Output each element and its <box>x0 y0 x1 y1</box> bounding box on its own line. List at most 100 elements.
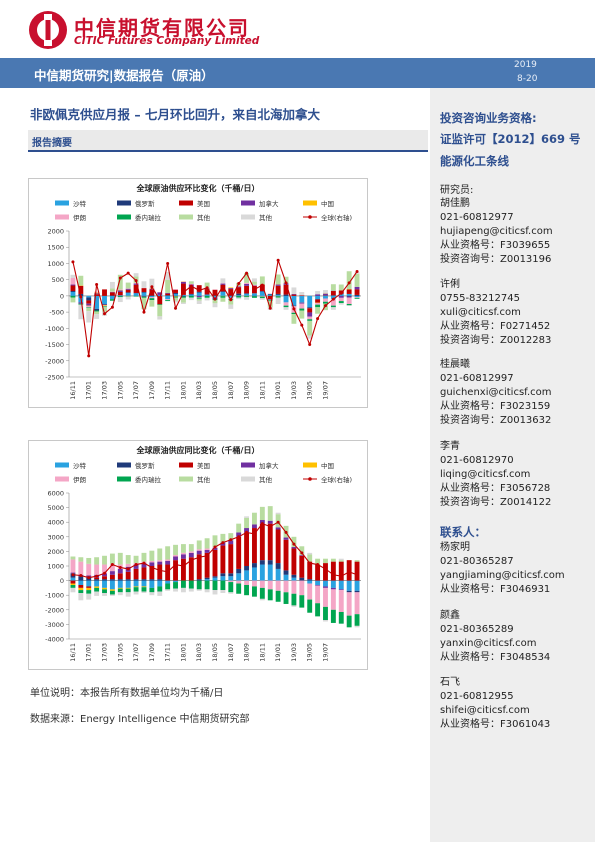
bar-segment <box>117 295 123 296</box>
bar-segment <box>86 297 92 301</box>
bar-segment <box>78 557 84 562</box>
bar-segment <box>323 586 328 588</box>
researcher-email: guichenxi@citicsf.com <box>440 387 552 398</box>
legend-label: 委内瑞拉 <box>135 213 162 222</box>
bar-segment <box>180 580 186 588</box>
bar-segment <box>141 292 147 296</box>
researcher-name: 许俐 <box>440 279 460 290</box>
x-tick-label: 17/07 <box>132 381 140 400</box>
bar-segment <box>133 580 139 587</box>
bar-segment <box>291 293 297 295</box>
bar-segment <box>291 314 297 324</box>
bar-segment <box>204 295 210 298</box>
legend-label: 其他 <box>259 475 273 484</box>
bar-segment <box>315 603 321 617</box>
global-point <box>126 567 130 571</box>
bar-segment <box>291 580 297 594</box>
bar-segment <box>180 294 186 296</box>
bar-segment <box>173 289 178 293</box>
bar-segment <box>102 555 107 565</box>
global-point <box>229 298 233 302</box>
chart-title: 全球原油供应环比变化（千桶/日） <box>136 183 260 193</box>
bar-segment <box>196 550 202 555</box>
bar-segment <box>220 291 226 292</box>
chart-yoy-supply-change: 全球原油供应同比变化（千桶/日） 沙特 俄罗斯 美国 加拿大 中国 伊朗 委内瑞拉 其他 其他 全球… <box>28 440 368 670</box>
bar-segment <box>330 307 336 310</box>
contact-name: 颜鑫 <box>440 610 460 621</box>
bar-segment <box>354 580 360 591</box>
bar-segment <box>109 574 115 580</box>
contact-phone: 021-80365287 <box>440 556 514 567</box>
legend-swatch <box>179 476 193 482</box>
bar-segment <box>307 295 313 308</box>
y-tick-label: 2000 <box>47 548 64 556</box>
researcher-phone: 021-60812970 <box>440 455 514 466</box>
bar-segment <box>275 512 281 515</box>
x-tick-label: 18/01 <box>179 643 187 662</box>
bar-segment <box>109 590 115 595</box>
bar-segment <box>70 297 76 303</box>
bar-segment <box>165 589 171 591</box>
bar-segment <box>259 291 265 296</box>
bar-segment <box>133 283 139 285</box>
legend-swatch <box>117 462 131 468</box>
bar-segment <box>133 568 139 580</box>
global-point <box>323 567 327 571</box>
x-tick-label: 18/05 <box>211 381 219 400</box>
bar-segment <box>94 292 100 294</box>
bar-segment <box>149 592 155 596</box>
global-point <box>71 573 75 577</box>
bar-segment <box>212 303 218 308</box>
bar-segment <box>78 584 84 588</box>
bar-segment <box>236 287 242 294</box>
global-point <box>268 306 272 310</box>
bar-segment <box>102 593 107 596</box>
bar-segment <box>117 587 123 589</box>
global-point <box>316 317 320 321</box>
bar-segment <box>307 320 313 336</box>
legend-label: 沙特 <box>73 461 87 470</box>
legend-swatch <box>241 214 255 220</box>
y-tick-label: 1000 <box>47 260 64 268</box>
bar-segment <box>283 570 289 575</box>
global-point <box>292 542 296 546</box>
bar-segment <box>109 580 115 590</box>
bar-segment <box>275 294 281 296</box>
bar-segment <box>212 580 218 591</box>
bar-segment <box>149 298 155 301</box>
bar-segment <box>204 579 210 581</box>
bar-segment <box>275 527 281 530</box>
bar-segment <box>196 549 202 551</box>
bar-segment <box>149 289 155 296</box>
x-tick-label: 19/03 <box>290 643 298 662</box>
bar-segment <box>180 554 186 559</box>
global-point <box>237 535 241 539</box>
bar-segment <box>299 555 305 578</box>
bar-segment <box>102 587 107 590</box>
contact-email: yanxin@citicsf.com <box>440 638 537 649</box>
bar-segment <box>94 557 100 565</box>
bar-segment <box>252 512 257 525</box>
researcher-name: 胡佳鹏 <box>440 198 470 209</box>
bar-segment <box>78 275 84 286</box>
bar-segment <box>149 587 155 593</box>
x-tick-label: 17/05 <box>116 643 124 662</box>
bar-segment <box>354 592 360 615</box>
bar-segment <box>141 580 147 587</box>
y-tick-label: 1000 <box>47 563 64 571</box>
bar-segment <box>323 298 328 302</box>
global-point <box>174 563 178 567</box>
company-name-cn: 中信期货有限公司 <box>74 16 250 40</box>
license-number: 证监许可【2012】669 号 <box>440 132 581 146</box>
bar-segment <box>346 590 352 593</box>
global-point <box>197 555 201 559</box>
report-title: 非欧佩克供应月报 – 七月环比回升，来自北海加拿大 <box>30 107 320 122</box>
bar-segment <box>315 291 321 295</box>
global-point <box>158 568 162 572</box>
bar-segment <box>315 299 321 303</box>
global-point <box>150 565 154 569</box>
x-tick-label: 17/07 <box>132 643 140 662</box>
bar-segment <box>78 593 84 601</box>
global-point <box>323 304 327 308</box>
bar-segment <box>228 533 234 541</box>
